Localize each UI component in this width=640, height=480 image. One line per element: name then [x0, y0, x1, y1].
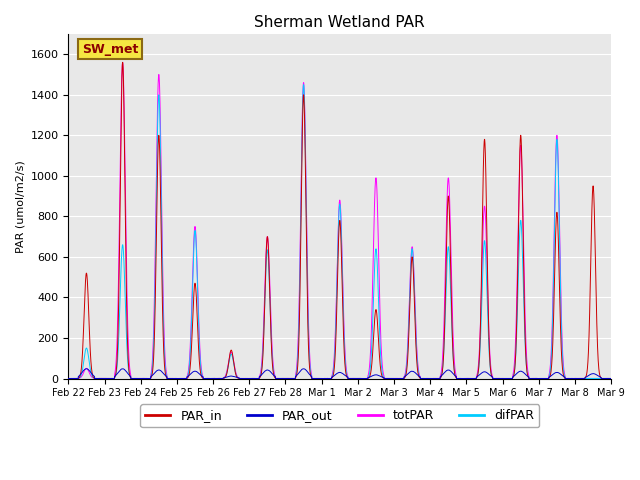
Y-axis label: PAR (umol/m2/s): PAR (umol/m2/s) — [15, 160, 25, 252]
Title: Sherman Wetland PAR: Sherman Wetland PAR — [255, 15, 425, 30]
X-axis label: Time: Time — [324, 404, 355, 417]
Legend: PAR_in, PAR_out, totPAR, difPAR: PAR_in, PAR_out, totPAR, difPAR — [140, 404, 539, 427]
Text: SW_met: SW_met — [82, 43, 138, 56]
